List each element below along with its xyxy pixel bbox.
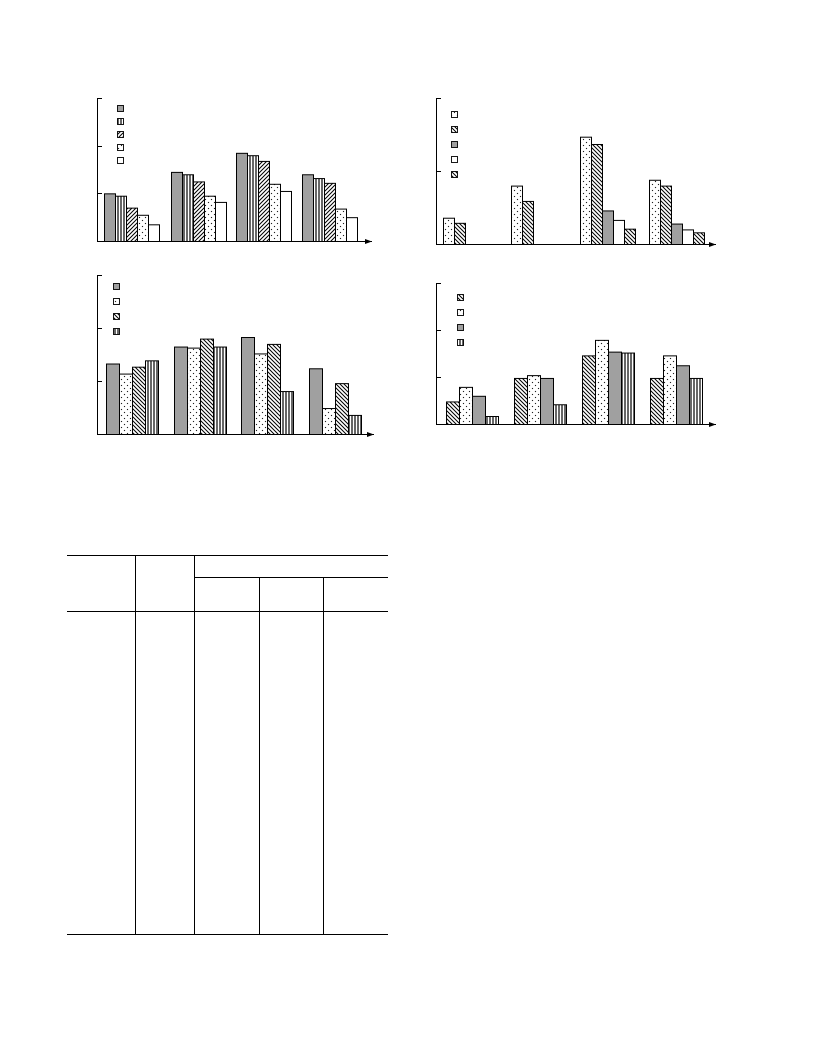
bar	[241, 337, 255, 436]
bar	[335, 383, 349, 435]
bar	[126, 207, 138, 242]
bar	[522, 200, 534, 245]
bar	[454, 222, 466, 246]
bar	[613, 219, 625, 246]
bar	[624, 228, 636, 245]
bar	[671, 223, 683, 245]
chart-middle-left	[97, 275, 374, 437]
bar	[446, 401, 460, 426]
bar	[322, 408, 336, 435]
chart-middle-right	[436, 283, 716, 427]
bar	[302, 174, 314, 242]
bar	[213, 346, 227, 435]
bar	[676, 365, 690, 425]
bar	[689, 377, 703, 426]
bar	[247, 155, 259, 242]
bar	[171, 171, 183, 242]
bar	[693, 232, 705, 246]
legend-swatch	[451, 141, 458, 148]
legend-swatch	[457, 339, 464, 346]
legend-swatch	[451, 126, 458, 133]
x-axis-arrow	[365, 239, 372, 244]
bar	[650, 377, 664, 426]
legend-swatch	[113, 328, 120, 335]
charts-canvas	[97, 98, 716, 437]
bar	[459, 386, 473, 425]
bar	[660, 185, 672, 246]
x-axis-arrow	[709, 242, 716, 247]
bar	[309, 368, 323, 435]
legend-swatch	[451, 171, 458, 178]
bar	[595, 339, 609, 425]
legend-swatch	[117, 157, 124, 164]
bar	[258, 160, 270, 242]
bar	[132, 366, 146, 435]
bar	[137, 214, 149, 243]
bar	[485, 416, 499, 426]
legend-swatch	[113, 283, 120, 290]
x-axis-arrow	[709, 422, 716, 427]
bar	[540, 377, 554, 426]
bar	[443, 217, 455, 246]
bar	[280, 391, 294, 436]
bar	[269, 183, 281, 243]
legend-swatch	[457, 294, 464, 301]
bar	[187, 347, 201, 435]
bar	[182, 174, 194, 242]
bar	[174, 346, 188, 435]
bar	[115, 195, 127, 242]
bar	[580, 136, 592, 245]
bar	[148, 224, 160, 242]
bar	[602, 210, 614, 245]
legend-swatch	[117, 105, 124, 112]
bar	[280, 190, 292, 242]
legend-swatch	[451, 156, 458, 163]
bar	[324, 182, 336, 242]
chart-top-right	[436, 98, 716, 247]
bar	[119, 373, 133, 435]
bar	[145, 360, 159, 435]
bar	[267, 343, 281, 435]
legend-swatch	[113, 313, 120, 320]
bar	[582, 355, 596, 426]
bar	[553, 404, 567, 426]
bar	[106, 363, 120, 436]
bar	[608, 351, 622, 425]
chart-top-left	[97, 98, 372, 244]
bar	[514, 377, 528, 426]
bar	[527, 375, 541, 425]
bar	[204, 195, 216, 242]
legend-swatch	[117, 118, 124, 125]
bar	[621, 352, 635, 425]
bar	[313, 178, 325, 242]
bar	[591, 143, 603, 246]
legend-swatch	[113, 298, 120, 305]
bar	[346, 217, 358, 243]
bar	[254, 353, 268, 435]
bar	[236, 152, 248, 242]
bar	[511, 185, 523, 246]
legend-swatch	[457, 324, 464, 331]
legend-swatch	[457, 309, 464, 316]
legend-swatch	[117, 131, 124, 138]
bar	[348, 414, 362, 436]
bar	[663, 355, 677, 426]
bar	[215, 201, 227, 242]
bar	[472, 395, 486, 425]
bar	[335, 208, 347, 243]
data-table	[67, 555, 388, 935]
bar	[682, 229, 694, 245]
bar	[649, 179, 661, 245]
bar	[200, 338, 214, 436]
legend-swatch	[117, 144, 124, 151]
bar	[104, 193, 116, 242]
legend-swatch	[451, 111, 458, 118]
bar	[193, 181, 205, 243]
x-axis-arrow	[367, 432, 374, 437]
